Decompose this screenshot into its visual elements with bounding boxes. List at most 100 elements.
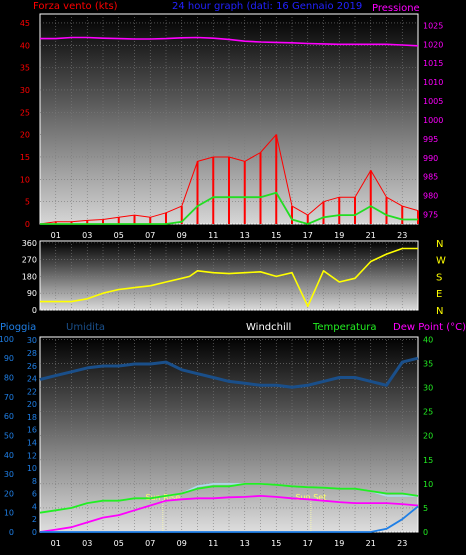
rain-tick-label: 8 bbox=[32, 477, 37, 486]
rain-tick-label: 2 bbox=[32, 515, 37, 524]
hour-tick-label: 03 bbox=[82, 231, 92, 240]
direction-tick-label: 180 bbox=[22, 272, 37, 281]
compass-label: E bbox=[436, 289, 442, 300]
pressure-tick-label: 1025 bbox=[423, 21, 443, 30]
pressure-tick-label: 980 bbox=[423, 192, 438, 201]
hour-tick-label: 09 bbox=[177, 231, 187, 240]
hour-tick-label: 07 bbox=[145, 539, 155, 548]
wind-tick-label: 5 bbox=[25, 198, 30, 207]
hour-tick-label: 15 bbox=[271, 539, 281, 548]
wind-tick-label: 25 bbox=[20, 108, 30, 117]
temperature-tick-label: 20 bbox=[423, 432, 433, 441]
legend-windchill: Windchill bbox=[246, 322, 291, 333]
hour-tick-label: 13 bbox=[240, 231, 250, 240]
hour-tick-label: 01 bbox=[51, 231, 61, 240]
humidity-tick-label: 50 bbox=[4, 431, 14, 440]
hour-tick-label: 11 bbox=[208, 231, 218, 240]
pressure-tick-label: 1000 bbox=[423, 116, 443, 125]
sun-annotation: Sun Set bbox=[295, 493, 326, 502]
rain-tick-label: 16 bbox=[27, 426, 37, 435]
wind-tick-label: 20 bbox=[20, 131, 30, 140]
hour-tick-label: 05 bbox=[114, 231, 124, 240]
hour-tick-label: 01 bbox=[51, 539, 61, 548]
wind-tick-label: 15 bbox=[20, 153, 30, 162]
pressure-tick-label: 1010 bbox=[423, 78, 443, 87]
humidity-tick-label: 10 bbox=[4, 509, 14, 518]
wind-axis-title: Forza vento (kts) bbox=[33, 1, 118, 12]
humidity-tick-label: 80 bbox=[4, 374, 14, 383]
wind-tick-label: 0 bbox=[25, 220, 30, 229]
temperature-tick-label: 5 bbox=[423, 504, 428, 513]
humidity-tick-label: 0 bbox=[9, 528, 14, 537]
rain-tick-label: 30 bbox=[27, 336, 37, 345]
hour-tick-label: 15 bbox=[271, 231, 281, 240]
hour-tick-label: 19 bbox=[334, 231, 344, 240]
pressure-tick-label: 975 bbox=[423, 211, 438, 220]
temperature-tick-label: 0 bbox=[423, 528, 428, 537]
rain-tick-label: 24 bbox=[27, 375, 37, 384]
temperature-tick-label: 10 bbox=[423, 480, 433, 489]
temperature-tick-label: 40 bbox=[423, 335, 433, 344]
direction-tick-label: 0 bbox=[32, 306, 37, 315]
hour-tick-label: 13 bbox=[240, 539, 250, 548]
wind-tick-label: 40 bbox=[20, 41, 30, 50]
hour-tick-label: 17 bbox=[303, 231, 313, 240]
wind-speed-line bbox=[39, 134, 419, 225]
humidity-tick-label: 40 bbox=[4, 451, 14, 460]
pressure-tick-label: 1005 bbox=[423, 97, 443, 106]
wind-direction-line bbox=[40, 247, 418, 308]
temperature-line bbox=[39, 482, 419, 514]
direction-tick-label: 270 bbox=[22, 256, 37, 265]
rain-tick-label: 10 bbox=[27, 464, 37, 473]
hour-tick-label: 23 bbox=[397, 231, 407, 240]
direction-tick-label: 90 bbox=[27, 289, 37, 298]
dewpoint-line bbox=[39, 494, 419, 533]
humidity-line bbox=[39, 356, 419, 389]
compass-label: N bbox=[436, 239, 443, 250]
legend-rain: Pioggia bbox=[0, 322, 36, 333]
wind-tick-label: 30 bbox=[20, 86, 30, 95]
wind-tick-label: 10 bbox=[20, 175, 30, 184]
rain-tick-label: 4 bbox=[32, 502, 37, 511]
hour-tick-label: 21 bbox=[366, 539, 376, 548]
legend-dewpoint: Dew Point (°C) bbox=[393, 322, 466, 333]
hour-tick-label: 07 bbox=[145, 231, 155, 240]
humidity-tick-label: 90 bbox=[4, 354, 14, 363]
rain-tick-label: 14 bbox=[27, 438, 37, 447]
compass-label: N bbox=[436, 306, 443, 317]
compass-label: S bbox=[436, 272, 442, 283]
humidity-tick-label: 60 bbox=[4, 412, 14, 421]
pressure-axis-title: Pressione bbox=[372, 3, 420, 14]
temperature-tick-label: 25 bbox=[423, 408, 433, 417]
humidity-tick-label: 70 bbox=[4, 393, 14, 402]
pressure-tick-label: 1020 bbox=[423, 40, 443, 49]
hour-tick-label: 09 bbox=[177, 539, 187, 548]
rain-line bbox=[40, 505, 419, 533]
hour-tick-label: 11 bbox=[208, 539, 218, 548]
legend-humidity: Umidita bbox=[66, 322, 105, 333]
compass-label: W bbox=[436, 256, 446, 267]
direction-plot-area bbox=[39, 240, 419, 311]
rain-tick-label: 26 bbox=[27, 362, 37, 371]
wind-tick-label: 35 bbox=[20, 64, 30, 73]
temperature-tick-label: 15 bbox=[423, 456, 433, 465]
pressure-tick-label: 995 bbox=[423, 135, 438, 144]
rain-tick-label: 12 bbox=[27, 451, 37, 460]
pressure-tick-label: 985 bbox=[423, 173, 438, 182]
rain-tick-label: 6 bbox=[32, 490, 37, 499]
pressure-line bbox=[40, 36, 419, 47]
humidity-tick-label: 20 bbox=[4, 489, 14, 498]
legend-temperature: Temperatura bbox=[312, 322, 377, 333]
direction-tick-label: 360 bbox=[22, 239, 37, 248]
rain-tick-label: 22 bbox=[27, 387, 37, 396]
rain-tick-label: 28 bbox=[27, 349, 37, 358]
rain-tick-label: 20 bbox=[27, 400, 37, 409]
chart-title: 24 hour graph (dati: 16 Gennaio 2019 bbox=[172, 1, 362, 12]
rain-tick-label: 0 bbox=[32, 528, 37, 537]
humidity-tick-label: 100 bbox=[0, 335, 14, 344]
hour-tick-label: 05 bbox=[114, 539, 124, 548]
hour-tick-label: 17 bbox=[303, 539, 313, 548]
rain-tick-label: 18 bbox=[27, 413, 37, 422]
wind-tick-label: 45 bbox=[20, 19, 30, 28]
